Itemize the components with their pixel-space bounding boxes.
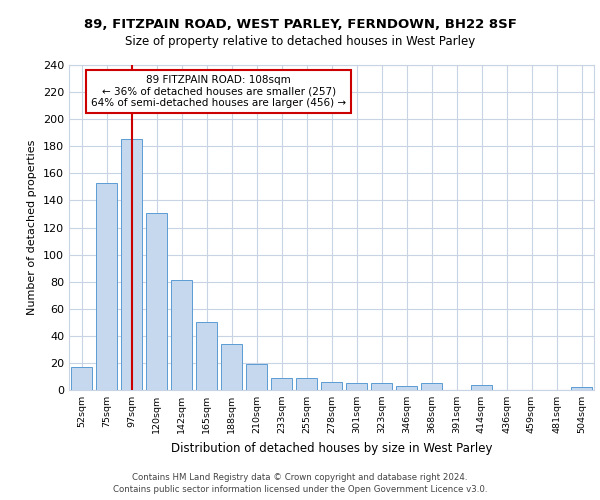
Text: Contains HM Land Registry data © Crown copyright and database right 2024.
Contai: Contains HM Land Registry data © Crown c… (113, 472, 487, 494)
Bar (271, 378, 292, 390)
Bar (71, 367, 92, 390)
Bar (396, 386, 417, 390)
Bar (96, 183, 117, 390)
Bar (321, 382, 342, 390)
Bar (171, 280, 192, 390)
Bar (121, 140, 142, 390)
Bar (221, 344, 242, 390)
Bar (346, 383, 367, 390)
X-axis label: Distribution of detached houses by size in West Parley: Distribution of detached houses by size … (171, 442, 492, 454)
Bar (471, 384, 492, 390)
Bar (371, 383, 392, 390)
Bar (196, 322, 217, 390)
Bar (571, 388, 592, 390)
Text: Size of property relative to detached houses in West Parley: Size of property relative to detached ho… (125, 35, 475, 48)
Text: 89 FITZPAIN ROAD: 108sqm
← 36% of detached houses are smaller (257)
64% of semi-: 89 FITZPAIN ROAD: 108sqm ← 36% of detach… (91, 74, 346, 108)
Bar (146, 212, 167, 390)
Bar (246, 364, 267, 390)
Y-axis label: Number of detached properties: Number of detached properties (28, 140, 37, 315)
Bar (421, 383, 442, 390)
Bar (296, 378, 317, 390)
Text: 89, FITZPAIN ROAD, WEST PARLEY, FERNDOWN, BH22 8SF: 89, FITZPAIN ROAD, WEST PARLEY, FERNDOWN… (83, 18, 517, 30)
